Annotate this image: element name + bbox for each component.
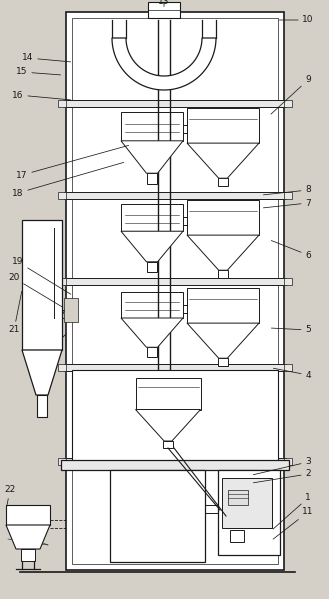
- Bar: [22, 220, 62, 350]
- Bar: [148, 2, 180, 18]
- Bar: [147, 347, 157, 357]
- Text: 16: 16: [12, 90, 71, 100]
- Bar: [218, 358, 228, 366]
- Text: 17: 17: [16, 146, 129, 180]
- Bar: [187, 200, 259, 235]
- Polygon shape: [64, 298, 78, 322]
- Text: 21: 21: [8, 291, 22, 334]
- Text: 18: 18: [12, 162, 124, 198]
- Bar: [58, 364, 66, 371]
- Bar: [284, 278, 292, 285]
- Text: 15: 15: [16, 68, 61, 77]
- Polygon shape: [112, 38, 216, 90]
- Bar: [66, 12, 284, 570]
- Text: 3: 3: [253, 458, 311, 474]
- Text: 7: 7: [264, 198, 311, 208]
- Text: 10: 10: [279, 16, 314, 25]
- Bar: [58, 100, 66, 107]
- Polygon shape: [136, 410, 200, 441]
- Bar: [64, 458, 286, 465]
- Bar: [64, 364, 286, 371]
- Polygon shape: [121, 141, 183, 173]
- Bar: [64, 192, 286, 199]
- Bar: [121, 292, 183, 318]
- Polygon shape: [22, 350, 62, 395]
- Bar: [218, 270, 228, 278]
- Text: 4: 4: [273, 368, 311, 380]
- Bar: [284, 192, 292, 199]
- Bar: [147, 173, 157, 184]
- Bar: [284, 364, 292, 371]
- Bar: [284, 458, 292, 465]
- Bar: [218, 470, 280, 555]
- Bar: [228, 490, 248, 505]
- Bar: [121, 112, 183, 141]
- Text: 2: 2: [253, 470, 311, 483]
- Bar: [187, 108, 259, 143]
- Polygon shape: [60, 295, 72, 340]
- Bar: [136, 378, 200, 410]
- Bar: [284, 100, 292, 107]
- Bar: [218, 178, 228, 186]
- Bar: [58, 278, 66, 285]
- Text: 20: 20: [8, 274, 63, 307]
- Polygon shape: [187, 323, 259, 358]
- Bar: [110, 470, 205, 562]
- Bar: [58, 458, 66, 465]
- Bar: [61, 460, 289, 470]
- Text: 22: 22: [4, 486, 15, 509]
- Polygon shape: [6, 525, 50, 549]
- Polygon shape: [121, 318, 183, 347]
- Text: 1: 1: [273, 494, 311, 529]
- Bar: [72, 18, 278, 564]
- Text: 6: 6: [271, 241, 311, 259]
- Bar: [147, 262, 157, 272]
- Text: 9: 9: [271, 75, 311, 114]
- Polygon shape: [121, 231, 183, 262]
- Bar: [6, 505, 50, 525]
- Text: 13: 13: [158, 0, 170, 7]
- Text: 11: 11: [273, 507, 314, 539]
- Bar: [21, 549, 35, 561]
- Text: 19: 19: [12, 258, 71, 294]
- Bar: [37, 395, 47, 417]
- Bar: [58, 192, 66, 199]
- Bar: [222, 478, 272, 528]
- Polygon shape: [187, 143, 259, 178]
- Polygon shape: [187, 235, 259, 270]
- Text: 5: 5: [271, 325, 311, 334]
- Bar: [121, 204, 183, 231]
- Bar: [64, 278, 286, 285]
- Bar: [163, 441, 173, 448]
- Bar: [64, 100, 286, 107]
- Text: 14: 14: [22, 53, 71, 62]
- Bar: [230, 530, 244, 542]
- Bar: [187, 288, 259, 323]
- Text: 8: 8: [264, 186, 311, 195]
- Bar: [72, 370, 278, 465]
